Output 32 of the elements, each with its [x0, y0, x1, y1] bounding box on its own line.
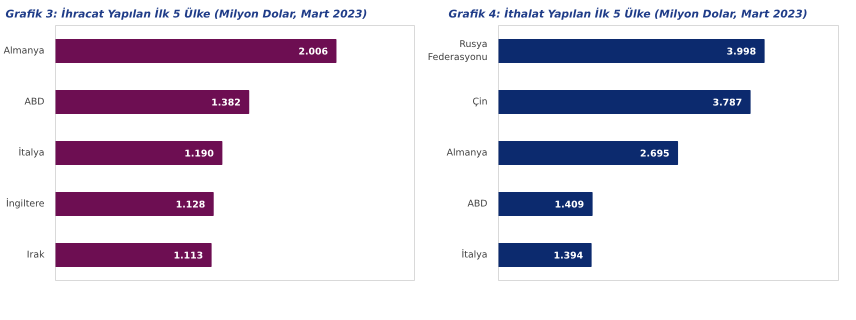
- data-label: 1.382: [211, 98, 241, 108]
- bar: [498, 192, 593, 216]
- bar: [56, 243, 212, 267]
- y-tick-label: ABD: [468, 198, 488, 210]
- bar: [498, 141, 678, 165]
- bar: [56, 39, 336, 63]
- data-label: 1.128: [176, 200, 206, 210]
- data-label: 1.409: [554, 200, 584, 210]
- y-tick-label: İtalya: [18, 146, 44, 158]
- y-tick-label: İtalya: [462, 248, 488, 260]
- bar: [498, 243, 592, 267]
- chart-title: Grafik 3: İhracat Yapılan İlk 5 Ülke (Milyon Dolar, Mart 2023): [6, 8, 368, 20]
- bar: [498, 90, 751, 114]
- y-tick-label: Almanya: [4, 46, 45, 56]
- bar: [56, 90, 250, 114]
- bar: [56, 192, 214, 216]
- y-tick-label: Rusya Federasyonu: [428, 38, 488, 64]
- y-tick-label: ABD: [24, 96, 45, 108]
- y-tick-label: İngiltere: [6, 198, 45, 210]
- data-label: 3.787: [712, 98, 742, 108]
- y-tick-label: Irak: [26, 250, 46, 260]
- bar: [498, 39, 765, 63]
- data-label: 3.998: [726, 46, 756, 58]
- data-label: 2.006: [298, 46, 328, 58]
- bar: [56, 141, 222, 165]
- data-label: 1.394: [554, 250, 584, 262]
- data-label: 2.695: [640, 148, 670, 160]
- y-tick-label: Almanya: [446, 148, 488, 158]
- data-label: 1.113: [174, 250, 204, 262]
- data-label: 1.190: [184, 148, 214, 160]
- chart-title: Grafik 4: İthalat Yapılan İlk 5 Ülke (Milyon Dolar, Mart 2023): [448, 8, 808, 20]
- y-tick-label: Çin: [472, 96, 488, 108]
